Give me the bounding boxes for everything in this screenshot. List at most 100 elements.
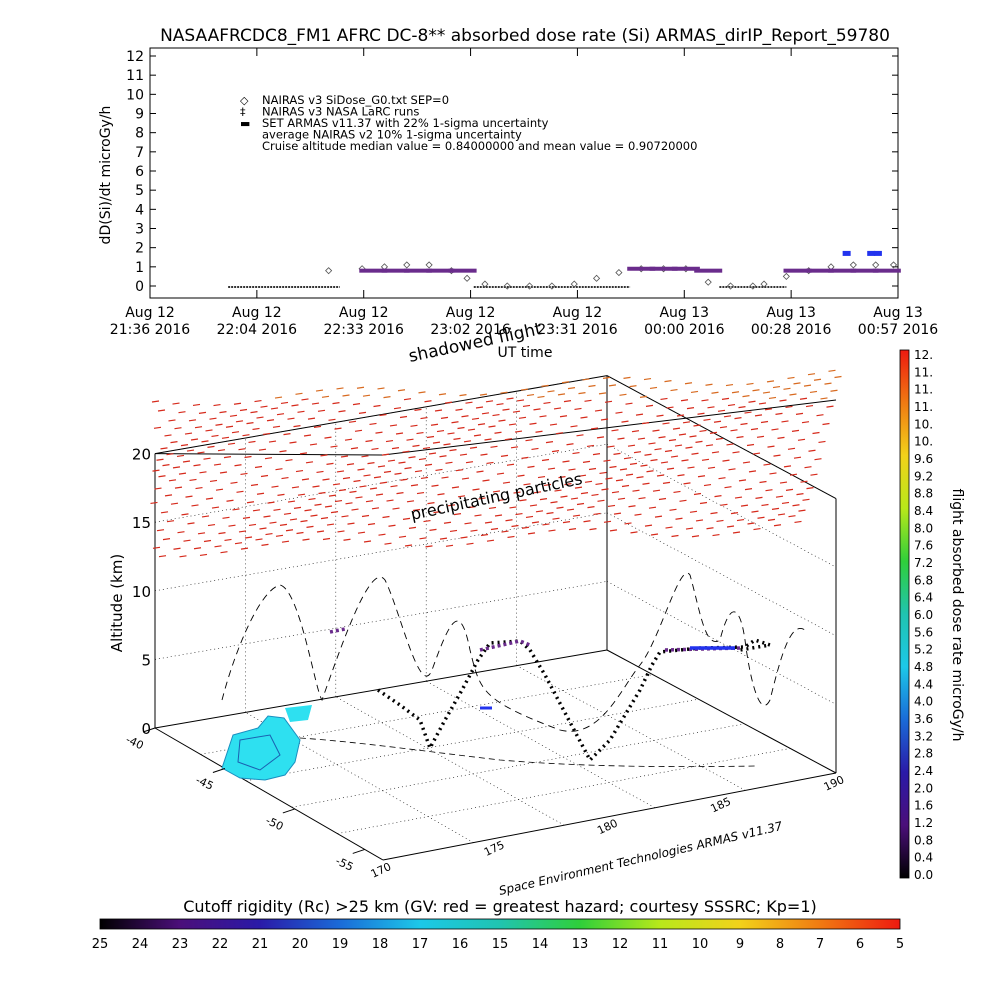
particle-mark <box>639 395 648 398</box>
particle-mark <box>558 476 566 479</box>
particle-mark <box>184 432 193 435</box>
particle-mark <box>485 400 494 403</box>
particle-mark <box>508 423 517 426</box>
particle-mark <box>736 518 745 522</box>
particle-mark <box>697 412 705 415</box>
particle-mark <box>490 527 499 531</box>
flight-track <box>221 572 806 768</box>
particle-mark <box>588 467 597 471</box>
particle-mark <box>300 520 308 523</box>
particle-mark <box>310 514 318 517</box>
particle-mark <box>397 389 406 392</box>
particle-mark <box>223 456 232 459</box>
particle-mark <box>760 420 769 424</box>
particle-mark <box>285 459 293 462</box>
particle-mark <box>193 464 201 467</box>
particle-mark <box>502 481 511 484</box>
particle-mark <box>371 447 379 451</box>
rigidity-tick-label: 15 <box>492 937 509 952</box>
particle-mark <box>469 446 478 449</box>
data-point <box>726 282 735 290</box>
particle-mark <box>301 478 310 481</box>
particle-mark <box>551 450 560 453</box>
particle-mark <box>375 493 384 496</box>
particle-mark <box>607 445 615 448</box>
particle-mark <box>468 506 476 509</box>
particle-mark <box>441 476 449 479</box>
particle-mark <box>320 454 328 457</box>
colorbar-tick-label: 2.0 <box>914 781 933 795</box>
particle-mark <box>526 393 535 397</box>
particle-mark <box>640 464 648 467</box>
particle-mark <box>224 538 232 542</box>
particle-mark <box>213 403 221 407</box>
latitude-tick-label: -45 <box>194 773 216 792</box>
grid-line <box>606 512 837 637</box>
particle-mark <box>183 539 191 542</box>
colorbar-tick-label: 2.8 <box>914 747 933 761</box>
particle-mark <box>619 468 628 471</box>
particle-mark <box>233 402 242 405</box>
particle-mark <box>752 389 760 392</box>
particle-mark <box>666 406 674 409</box>
particle-mark <box>359 485 367 488</box>
particle-mark <box>399 415 408 419</box>
particle-mark <box>160 447 168 450</box>
particle-mark <box>691 452 699 455</box>
altitude-tick-label: 15 <box>132 514 151 532</box>
particle-mark <box>754 414 763 417</box>
particle-mark <box>281 476 289 480</box>
axis-line <box>382 399 837 456</box>
particle-mark <box>303 434 312 437</box>
grid-line <box>291 723 745 808</box>
particle-mark <box>637 437 646 440</box>
particle-mark <box>321 395 330 398</box>
particle-mark <box>255 538 263 541</box>
particle-mark <box>326 523 335 526</box>
particle-mark <box>742 461 751 464</box>
particle-mark <box>218 531 226 535</box>
particle-mark <box>377 465 386 468</box>
colorbar-tick-label: 4.4 <box>914 677 933 691</box>
particle-mark <box>398 535 407 538</box>
particle-mark <box>340 455 349 458</box>
particle-mark <box>484 521 493 524</box>
particle-mark <box>705 383 713 386</box>
particle-mark <box>804 466 812 469</box>
particle-mark <box>666 467 675 470</box>
particle-mark <box>158 555 167 558</box>
particle-mark <box>344 438 353 441</box>
particle-mark <box>598 392 607 395</box>
particle-mark <box>599 471 607 475</box>
x-tick-date: Aug 13 <box>873 305 923 321</box>
data-point <box>448 268 477 273</box>
particle-mark <box>568 468 576 471</box>
particle-mark <box>479 393 488 396</box>
particle-mark <box>498 419 506 422</box>
particle-mark <box>750 428 759 431</box>
particle-mark <box>402 450 410 453</box>
particle-mark <box>740 422 748 426</box>
particle-mark <box>631 430 640 433</box>
particle-mark <box>769 472 777 475</box>
particle-mark <box>652 489 661 492</box>
colorbar-tick-label: 9.2 <box>914 469 933 483</box>
particle-mark <box>367 462 375 465</box>
rigidity-tick-label: 18 <box>372 937 389 952</box>
particle-mark <box>674 444 683 447</box>
particle-mark <box>459 394 467 397</box>
particle-mark <box>707 406 715 409</box>
particle-mark <box>660 461 669 464</box>
particle-mark <box>725 383 734 387</box>
particle-mark <box>334 499 343 503</box>
measured-track <box>377 638 771 763</box>
particle-mark <box>262 432 271 436</box>
particle-mark <box>447 432 455 435</box>
particle-mark <box>734 496 743 499</box>
particle-mark <box>158 475 166 478</box>
colorbar-tick-label: 4.8 <box>914 660 933 674</box>
particle-mark <box>516 399 525 402</box>
rigidity-tick-label: 19 <box>332 937 349 952</box>
particle-mark <box>311 402 320 405</box>
